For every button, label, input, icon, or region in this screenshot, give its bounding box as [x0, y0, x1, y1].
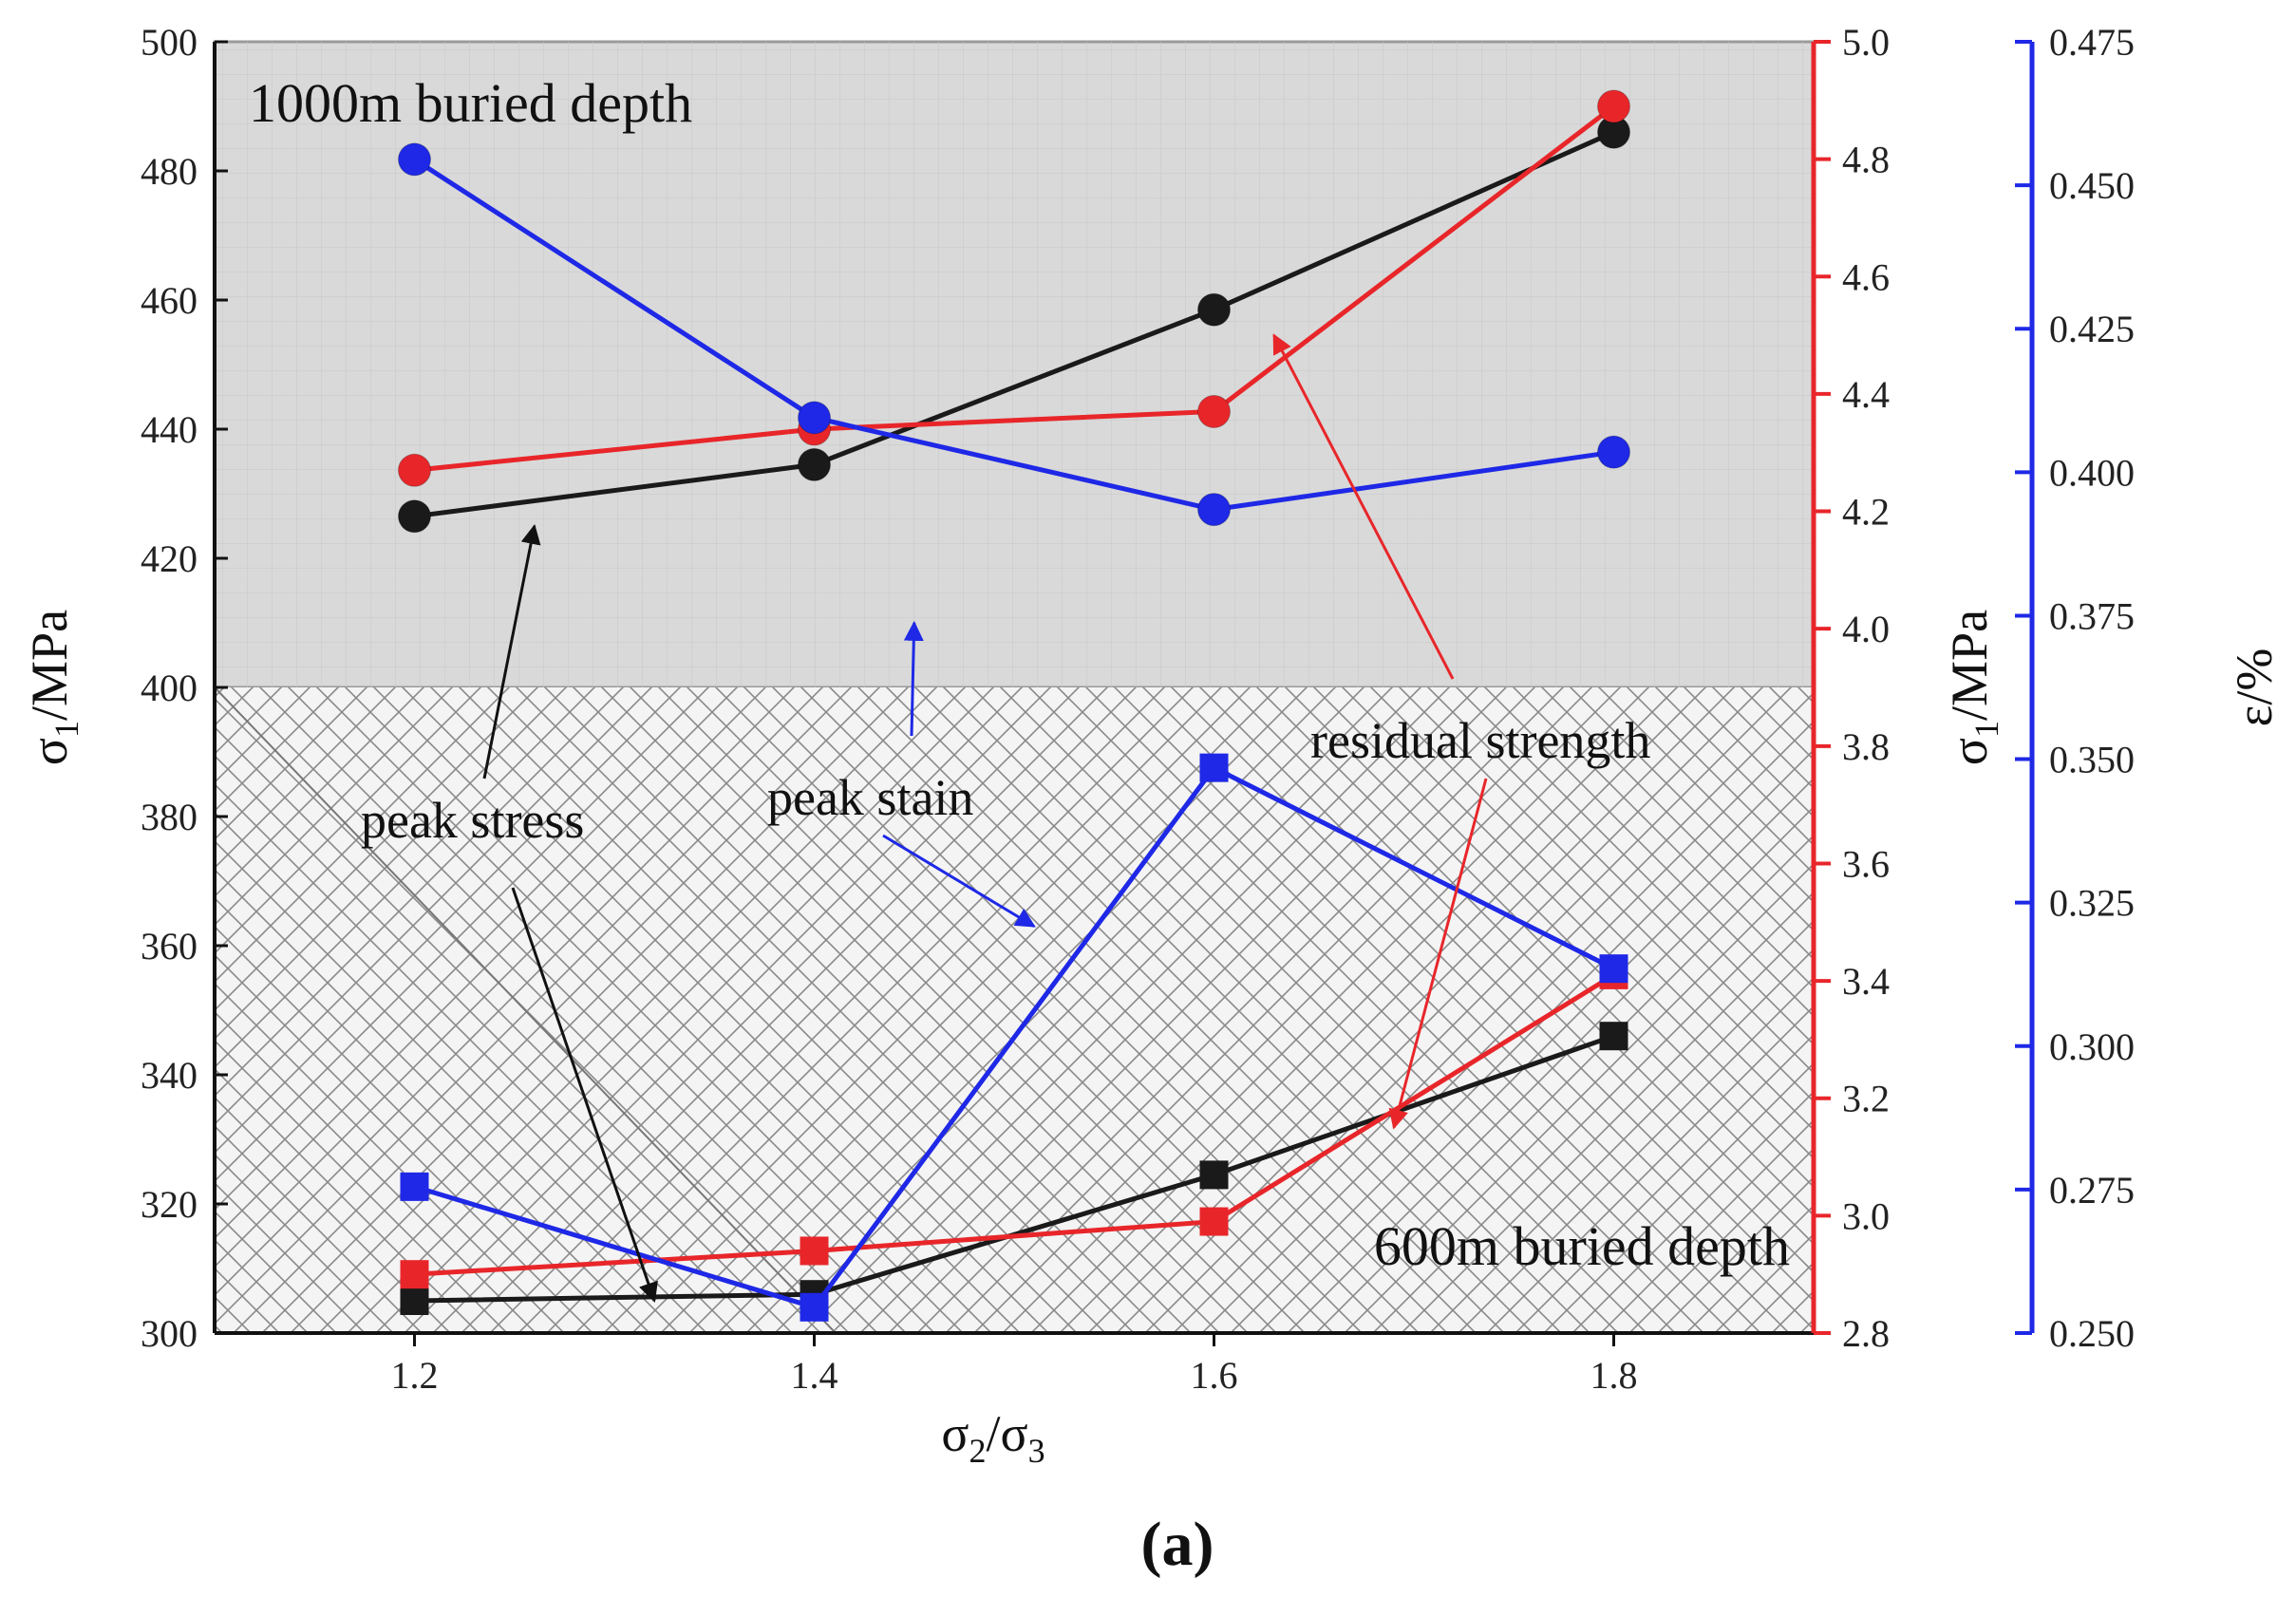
left-tick-label: 420: [141, 537, 198, 580]
data-point: [800, 1236, 829, 1266]
left-axis-ticks: 300 320 340 360 380 400 420 440 460 480 500: [141, 21, 228, 1355]
far-right-tick-label: 0.425: [2049, 308, 2135, 350]
left-tick-label: 480: [141, 150, 198, 193]
far-right-tick-label: 0.350: [2049, 739, 2135, 781]
far-right-tick-label: 0.300: [2049, 1025, 2135, 1068]
panel-label: (a): [1141, 1510, 1214, 1579]
left-tick-label: 340: [141, 1054, 198, 1097]
x-axis-title: σ2/σ3: [941, 1405, 1044, 1470]
series-5: [400, 753, 1628, 1322]
series-2: [398, 142, 1630, 527]
x-tick-label: 1.6: [1191, 1354, 1238, 1397]
annotation-arrow: [882, 834, 1036, 928]
right-axis-title: σ1/MPa: [1941, 610, 2005, 765]
data-point: [400, 1287, 429, 1315]
x-tick-label: 1.2: [391, 1354, 439, 1397]
annotation-arrow: [482, 523, 541, 780]
right-tick-label: 4.8: [1842, 139, 1890, 181]
left-tick-label: 440: [141, 408, 198, 451]
right-tick-label: 4.4: [1842, 373, 1890, 416]
data-point: [1197, 493, 1231, 527]
far-right-axis-ticks: 0.250 0.275 0.300 0.325 0.350 0.375 0.400 0.425…: [2015, 21, 2135, 1355]
data-point: [398, 142, 431, 177]
data-point: [798, 401, 831, 435]
right-tick-label: 3.2: [1842, 1078, 1890, 1120]
data-point: [398, 499, 431, 534]
right-tick-label: 3.6: [1842, 842, 1890, 885]
far-right-tick-label: 0.275: [2049, 1169, 2135, 1212]
data-point: [1199, 1160, 1229, 1190]
annotation-arrow: [1388, 778, 1488, 1130]
right-tick-label: 4.6: [1842, 255, 1890, 298]
far-right-tick-label: 0.450: [2049, 164, 2135, 207]
region-upper: [213, 40, 1816, 689]
data-point: [798, 447, 831, 481]
annotation-arrow: [903, 620, 924, 737]
left-tick-label: 380: [141, 796, 198, 838]
series-line: [414, 972, 1615, 1277]
data-point: [800, 1292, 829, 1322]
region-upper-label: 1000m buried depth: [249, 72, 692, 134]
far-right-tick-label: 0.475: [2049, 21, 2135, 64]
series-line: [414, 104, 1616, 473]
left-tick-label: 460: [141, 279, 198, 322]
data-point: [1197, 292, 1231, 327]
right-tick-label: 2.8: [1842, 1312, 1890, 1355]
annotation-peak-stress: peak stress: [361, 792, 584, 849]
annotation-peak-strain: peak stain: [767, 769, 973, 826]
series-line: [413, 157, 1614, 513]
right-tick-label: 3.8: [1842, 725, 1890, 768]
far-right-tick-label: 0.250: [2049, 1312, 2135, 1355]
right-tick-label: 5.0: [1842, 21, 1890, 64]
right-axis-ticks: 2.8 3.0 3.2 3.4 3.6 3.8 4.0 4.2 4.4 4.6 4.8 5.0: [1814, 21, 1890, 1355]
annotation-residual-strength: residual strength: [1310, 712, 1650, 769]
right-tick-label: 4.0: [1842, 608, 1890, 650]
right-tick-label: 4.2: [1842, 491, 1890, 534]
data-point: [1199, 753, 1229, 782]
data-point: [1597, 435, 1630, 469]
data-point: [1599, 954, 1628, 984]
x-axis-ticks: 1.2 1.4 1.6 1.8: [391, 1333, 1638, 1397]
series-line: [414, 129, 1615, 519]
x-tick-label: 1.4: [791, 1354, 838, 1397]
region-lower: [214, 686, 1814, 1334]
annotation-arrow: [511, 887, 658, 1303]
data-point: [1597, 89, 1630, 123]
series-0: [398, 115, 1630, 534]
far-right-tick-label: 0.325: [2049, 882, 2135, 925]
far-right-axis-title: ε/%: [2226, 648, 2283, 727]
series-line: [413, 765, 1615, 1310]
left-tick-label: 320: [141, 1183, 198, 1226]
data-point: [400, 1172, 429, 1201]
annotation-arrows: [482, 333, 1488, 1303]
series-layer: [398, 89, 1630, 1322]
left-tick-label: 360: [141, 925, 198, 968]
left-tick-label: 500: [141, 21, 198, 64]
data-point: [1599, 1022, 1628, 1051]
right-tick-label: 3.4: [1842, 960, 1890, 1003]
x-tick-label: 1.8: [1590, 1354, 1638, 1397]
data-point: [400, 1260, 429, 1289]
data-point: [398, 453, 431, 487]
data-point: [1199, 1207, 1229, 1236]
annotation-arrow: [1272, 333, 1455, 680]
region-lower-label: 600m buried depth: [1374, 1215, 1790, 1277]
data-point: [1197, 394, 1231, 428]
left-axis-title: σ1/MPa: [21, 610, 85, 765]
right-tick-label: 3.0: [1842, 1194, 1890, 1237]
left-tick-label: 300: [141, 1312, 198, 1355]
far-right-tick-label: 0.400: [2049, 451, 2135, 494]
left-tick-label: 400: [141, 667, 198, 709]
far-right-tick-label: 0.375: [2049, 594, 2135, 637]
